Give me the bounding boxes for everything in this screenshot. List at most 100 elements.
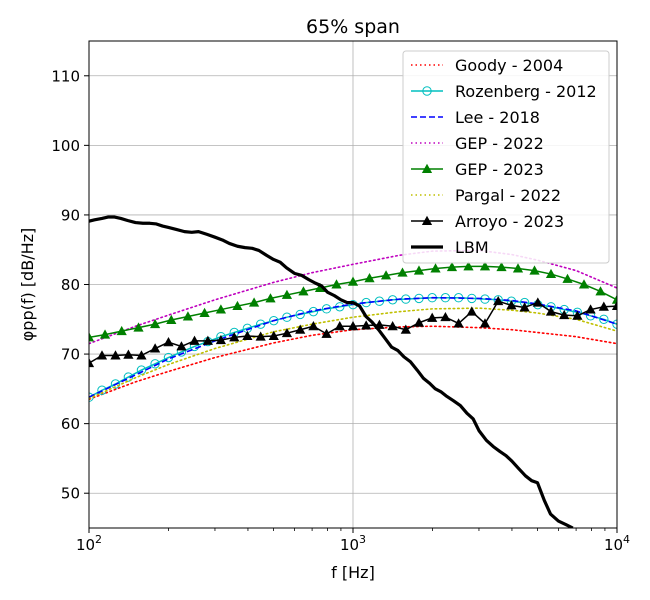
data-point [295, 324, 306, 334]
data-point [163, 337, 174, 347]
data-point [611, 294, 617, 304]
data-point [347, 321, 359, 331]
data-point [545, 306, 557, 316]
y-tick-label: 110 [51, 67, 80, 85]
legend-label: Goody - 2004 [455, 56, 563, 75]
data-point [572, 310, 583, 320]
data-point [595, 286, 606, 296]
data-point [427, 312, 438, 322]
legend-label: LBM [455, 238, 489, 257]
data-point [255, 331, 266, 341]
data-point [493, 295, 504, 306]
data-point [321, 328, 332, 338]
data-point [479, 261, 491, 271]
data-point [265, 293, 276, 303]
data-point [133, 322, 144, 332]
legend-entry: Rozenberg - 2012 [411, 82, 597, 101]
data-point [116, 325, 127, 336]
data-point [364, 273, 375, 283]
data-point [295, 309, 305, 320]
data-point [136, 350, 147, 360]
data-point [176, 341, 187, 351]
data-point [496, 261, 507, 272]
data-point [268, 330, 279, 340]
series-arroyo-2023 [89, 295, 617, 368]
data-point [281, 327, 293, 338]
data-point [150, 318, 161, 329]
y-axis-label: φpp(f) [dB/Hz] [18, 228, 37, 342]
y-tick-label: 90 [61, 206, 80, 224]
data-point [281, 289, 293, 299]
data-point [413, 317, 425, 327]
data-point [512, 263, 524, 273]
legend-label: GEP - 2023 [455, 160, 544, 179]
data-point [96, 350, 108, 360]
data-point [331, 279, 342, 289]
y-tick-label: 80 [61, 276, 80, 294]
series-layer [89, 215, 617, 528]
data-point [422, 86, 432, 96]
data-point [166, 314, 177, 324]
legend-entry: Arroyo - 2023 [411, 212, 564, 231]
y-tick-label: 100 [51, 137, 80, 155]
data-point [559, 309, 570, 320]
legend: Goody - 2004 Rozenberg - 2012 Lee - 2018 GE… [402, 50, 610, 264]
data-point [529, 265, 540, 275]
data-point [598, 301, 609, 311]
data-point [446, 261, 458, 272]
data-point [421, 163, 433, 173]
data-point [89, 357, 95, 368]
y-tick-label: 50 [61, 485, 80, 503]
series-line [89, 307, 617, 400]
data-point [466, 306, 477, 316]
data-point [347, 276, 359, 286]
data-point [215, 304, 227, 314]
data-point [150, 343, 161, 353]
data-point [479, 318, 491, 328]
data-point [136, 365, 147, 375]
legend-label: Rozenberg - 2012 [455, 82, 597, 101]
data-point [229, 332, 240, 342]
data-point [215, 334, 227, 345]
data-point [189, 335, 200, 345]
data-point [308, 321, 319, 331]
y-tick-label: 60 [61, 415, 80, 433]
data-point [380, 270, 392, 280]
data-point [532, 297, 543, 307]
data-point [400, 324, 411, 334]
data-point [298, 286, 309, 296]
data-point [397, 267, 408, 277]
data-point [248, 297, 260, 307]
data-point [232, 300, 243, 311]
data-point [387, 321, 398, 331]
data-point [182, 311, 194, 321]
data-point [585, 304, 596, 314]
series-gep-2023 [89, 261, 617, 342]
data-point [413, 265, 425, 275]
data-point [545, 268, 557, 279]
data-point [519, 302, 530, 312]
data-point [440, 311, 451, 322]
series-lbm [89, 215, 574, 528]
legend-entry: Lee - 2018 [411, 108, 540, 127]
y-tick-label: 70 [61, 346, 80, 364]
data-point [599, 314, 609, 324]
legend-entry: GEP - 2023 [411, 160, 544, 179]
data-point [202, 335, 213, 345]
data-point [89, 332, 95, 342]
data-point [463, 261, 474, 271]
data-point [578, 279, 590, 289]
data-point [123, 349, 134, 359]
data-point [361, 320, 372, 330]
data-point [453, 318, 464, 328]
data-point [562, 273, 573, 283]
series-line [89, 296, 617, 398]
data-point [334, 321, 345, 331]
legend-entry: GEP - 2022 [411, 134, 544, 153]
data-point [110, 350, 121, 360]
legend-entry: Pargal - 2022 [411, 186, 561, 205]
data-point [199, 307, 210, 318]
legend-label: Arroyo - 2023 [455, 212, 564, 231]
chart-title: 65% span [306, 16, 400, 38]
